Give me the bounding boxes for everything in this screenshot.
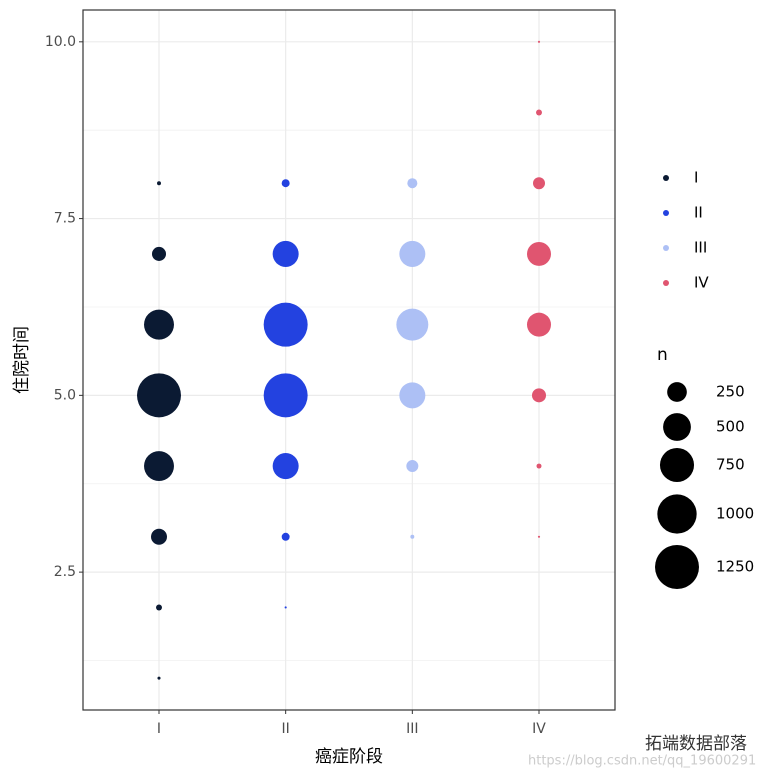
size-legend-key xyxy=(657,494,697,534)
point xyxy=(156,604,162,611)
size-legend-key xyxy=(663,413,691,441)
point xyxy=(272,240,299,267)
x-tick-label: IV xyxy=(532,721,546,737)
point xyxy=(272,453,299,480)
point xyxy=(157,181,161,186)
legend-swatch xyxy=(663,210,669,216)
point xyxy=(537,40,541,43)
point xyxy=(263,373,308,418)
legend-swatch xyxy=(663,280,669,286)
point xyxy=(399,382,426,409)
x-tick-label: III xyxy=(406,721,418,737)
y-tick-label: 7.5 xyxy=(54,211,76,227)
watermark-url: https://blog.csdn.net/qq_19600291 xyxy=(528,754,756,769)
legend-label: I xyxy=(694,169,698,187)
size-legend-label: 750 xyxy=(716,456,745,474)
legend-swatch xyxy=(663,175,669,181)
size-legend-label: 1250 xyxy=(716,558,754,576)
point xyxy=(406,460,419,473)
y-tick-label: 2.5 xyxy=(54,564,76,580)
point xyxy=(399,240,426,267)
point xyxy=(263,302,308,347)
point xyxy=(410,534,415,539)
y-tick-label: 5.0 xyxy=(54,387,76,403)
legend-label: III xyxy=(694,239,707,257)
point xyxy=(407,178,418,189)
point xyxy=(537,535,541,538)
point xyxy=(531,388,547,403)
plot-background xyxy=(83,10,615,710)
point xyxy=(151,528,167,545)
x-tick-label: II xyxy=(282,721,290,737)
point xyxy=(284,606,287,609)
size-legend-title: n xyxy=(657,345,668,365)
point xyxy=(144,309,174,340)
point xyxy=(137,373,181,418)
size-legend-key xyxy=(655,545,699,589)
legend-label: IV xyxy=(694,274,709,292)
point xyxy=(144,451,174,482)
y-axis-label: 住院时间 xyxy=(12,326,32,394)
legend-label: II xyxy=(694,204,703,222)
point xyxy=(151,246,167,261)
y-tick-label: 10.0 xyxy=(45,34,76,50)
size-legend-key xyxy=(659,447,695,483)
x-tick-label: I xyxy=(157,721,161,737)
size-legend-key xyxy=(667,382,687,402)
watermark: 拓端数据部落 xyxy=(645,734,747,754)
point xyxy=(281,532,290,541)
size-legend-label: 250 xyxy=(716,383,745,401)
point xyxy=(281,179,290,188)
point xyxy=(527,312,551,337)
legend-swatch xyxy=(663,245,669,251)
point xyxy=(396,308,429,341)
point xyxy=(536,109,542,116)
point xyxy=(533,177,545,190)
point xyxy=(157,676,161,680)
plot-border xyxy=(82,9,616,711)
point xyxy=(527,241,551,266)
size-legend-label: 1000 xyxy=(716,505,754,523)
size-legend-label: 500 xyxy=(716,418,745,436)
point xyxy=(536,463,542,469)
x-axis-label: 癌症阶段 xyxy=(315,747,383,767)
